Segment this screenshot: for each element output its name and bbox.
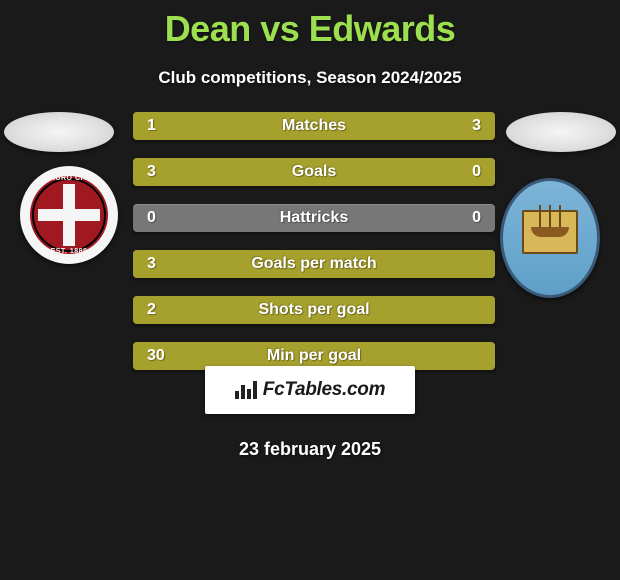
stat-label: Goals per match	[133, 255, 495, 273]
stat-value-right: 0	[472, 209, 481, 227]
stat-row-matches: 1 Matches 3	[133, 112, 495, 140]
truro-city-badge: TRURO CITY EST. 1889	[20, 166, 118, 264]
stat-row-goals-per-match: 3 Goals per match	[133, 250, 495, 278]
badge-left-text-bottom: EST. 1889	[30, 248, 108, 255]
stat-row-shots-per-goal: 2 Shots per goal	[133, 296, 495, 324]
comparison-stage: TRURO CITY EST. 1889 1 Matches 3 3 Goal	[0, 106, 620, 516]
bar-chart-icon	[235, 381, 257, 399]
fctables-text: FcTables.com	[263, 379, 385, 401]
stat-bars: 1 Matches 3 3 Goals 0 0 Hattricks 0 3 Go…	[133, 112, 495, 388]
fctables-watermark: FcTables.com	[205, 366, 415, 414]
stat-value-right: 3	[472, 117, 481, 135]
player-right-placeholder-oval	[506, 112, 616, 152]
stat-row-hattricks: 0 Hattricks 0	[133, 204, 495, 232]
stat-row-goals: 3 Goals 0	[133, 158, 495, 186]
weymouth-badge	[500, 178, 600, 298]
date-text: 23 february 2025	[0, 439, 620, 460]
stat-label: Shots per goal	[133, 301, 495, 319]
subtitle: Club competitions, Season 2024/2025	[0, 68, 620, 88]
stat-label: Matches	[133, 117, 495, 135]
stat-value-right: 0	[472, 163, 481, 181]
player-left-placeholder-oval	[4, 112, 114, 152]
stat-label: Hattricks	[133, 209, 495, 227]
badge-left-text-top: TRURO CITY	[30, 175, 108, 182]
page-title: Dean vs Edwards	[0, 0, 620, 50]
stat-label: Min per goal	[133, 347, 495, 365]
stat-label: Goals	[133, 163, 495, 181]
